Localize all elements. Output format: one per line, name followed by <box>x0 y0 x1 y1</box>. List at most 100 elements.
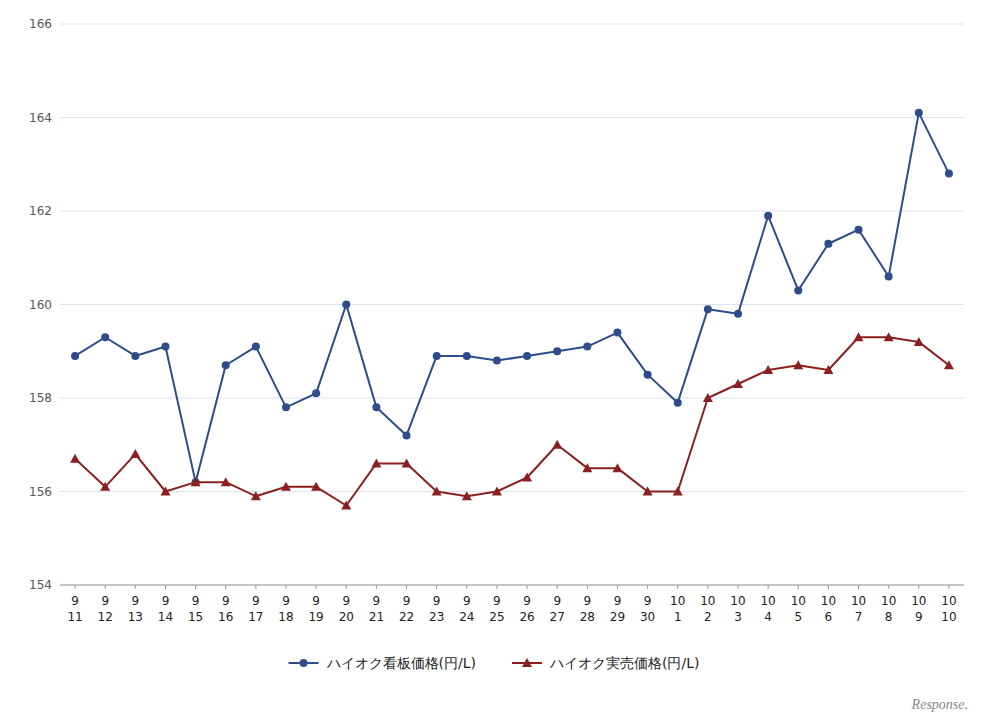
point <box>523 352 531 360</box>
y-tick-label: 158 <box>29 391 52 405</box>
x-tick <box>406 585 407 589</box>
point <box>462 491 472 500</box>
point <box>734 310 742 318</box>
x-tick <box>165 585 166 589</box>
grid-line <box>60 491 964 492</box>
point <box>643 487 653 496</box>
x-tick-label: 108 <box>881 594 896 624</box>
x-tick <box>798 585 799 589</box>
x-tick-label: 912 <box>98 594 113 624</box>
point <box>101 333 109 341</box>
x-tick <box>768 585 769 589</box>
series <box>70 332 954 509</box>
grid <box>60 24 964 585</box>
annotation: Response. <box>911 697 968 712</box>
x-tick <box>316 585 317 589</box>
point <box>582 463 592 472</box>
point <box>885 272 893 280</box>
line <box>75 113 949 482</box>
x-tick-label: 913 <box>128 594 143 624</box>
grid-line <box>60 211 964 212</box>
y-tick-label: 156 <box>29 485 52 499</box>
point <box>945 170 953 178</box>
point <box>583 343 591 351</box>
x-tick-label: 917 <box>248 594 263 624</box>
x-tick-label: 922 <box>399 594 414 624</box>
point <box>222 361 230 369</box>
y-tick-label: 166 <box>29 17 52 31</box>
point <box>281 482 291 491</box>
point <box>130 449 140 458</box>
x-tick <box>948 585 949 589</box>
x-tick <box>466 585 467 589</box>
point <box>915 109 923 117</box>
grid-line <box>60 24 964 25</box>
x-tick-label: 916 <box>218 594 233 624</box>
point <box>764 212 772 220</box>
x-tick-label: 104 <box>760 594 775 624</box>
point <box>794 286 802 294</box>
point <box>161 343 169 351</box>
x-tick-label: 103 <box>730 594 745 624</box>
x-tick-label: 921 <box>369 594 384 624</box>
point <box>131 352 139 360</box>
x-tick-label: 928 <box>580 594 595 624</box>
grid-line <box>60 117 964 118</box>
x-tick <box>677 585 678 589</box>
x-tick <box>255 585 256 589</box>
point <box>160 487 170 496</box>
point <box>553 347 561 355</box>
x-tick <box>527 585 528 589</box>
point <box>793 360 803 369</box>
point <box>914 337 924 346</box>
point <box>71 352 79 360</box>
x-tick-label: 926 <box>519 594 534 624</box>
x-tick <box>707 585 708 589</box>
x-tick <box>918 585 919 589</box>
x-tick <box>436 585 437 589</box>
point <box>252 343 260 351</box>
x-tick <box>75 585 76 589</box>
legend-marker <box>300 659 308 667</box>
x-tick <box>617 585 618 589</box>
x-tick-label: 102 <box>700 594 715 624</box>
point <box>402 458 412 467</box>
point <box>251 491 261 500</box>
chart: 1541561581601621641669119129139149159169… <box>0 0 988 725</box>
point <box>552 440 562 449</box>
legend-label: ハイオク実売価格(円/L) <box>549 655 699 671</box>
y-tick-label: 162 <box>29 204 52 218</box>
legend-item: ハイオク看板価格(円/L) <box>289 655 476 671</box>
point <box>704 305 712 313</box>
x-tick-label: 106 <box>821 594 836 624</box>
point <box>733 379 743 388</box>
point <box>100 482 110 491</box>
x-tick-label: 920 <box>339 594 354 624</box>
point <box>613 329 621 337</box>
point <box>433 352 441 360</box>
point <box>492 487 502 496</box>
x-tick <box>738 585 739 589</box>
point <box>463 352 471 360</box>
point <box>312 389 320 397</box>
point <box>674 399 682 407</box>
x-tick-label: 929 <box>610 594 625 624</box>
point <box>854 332 864 341</box>
point <box>823 365 833 374</box>
x-tick-label: 911 <box>67 594 82 624</box>
point <box>884 332 894 341</box>
x-tick <box>286 585 287 589</box>
x-tick <box>135 585 136 589</box>
point <box>673 487 683 496</box>
point <box>403 431 411 439</box>
x-tick-label: 924 <box>459 594 474 624</box>
x-tick-label: 101 <box>670 594 685 624</box>
point <box>493 357 501 365</box>
point <box>282 403 290 411</box>
x-tick-label: 109 <box>911 594 926 624</box>
x-tick <box>195 585 196 589</box>
legend-item: ハイオク実売価格(円/L) <box>512 655 699 671</box>
legend-label: ハイオク看板価格(円/L) <box>326 655 476 671</box>
point <box>612 463 622 472</box>
point <box>311 482 321 491</box>
